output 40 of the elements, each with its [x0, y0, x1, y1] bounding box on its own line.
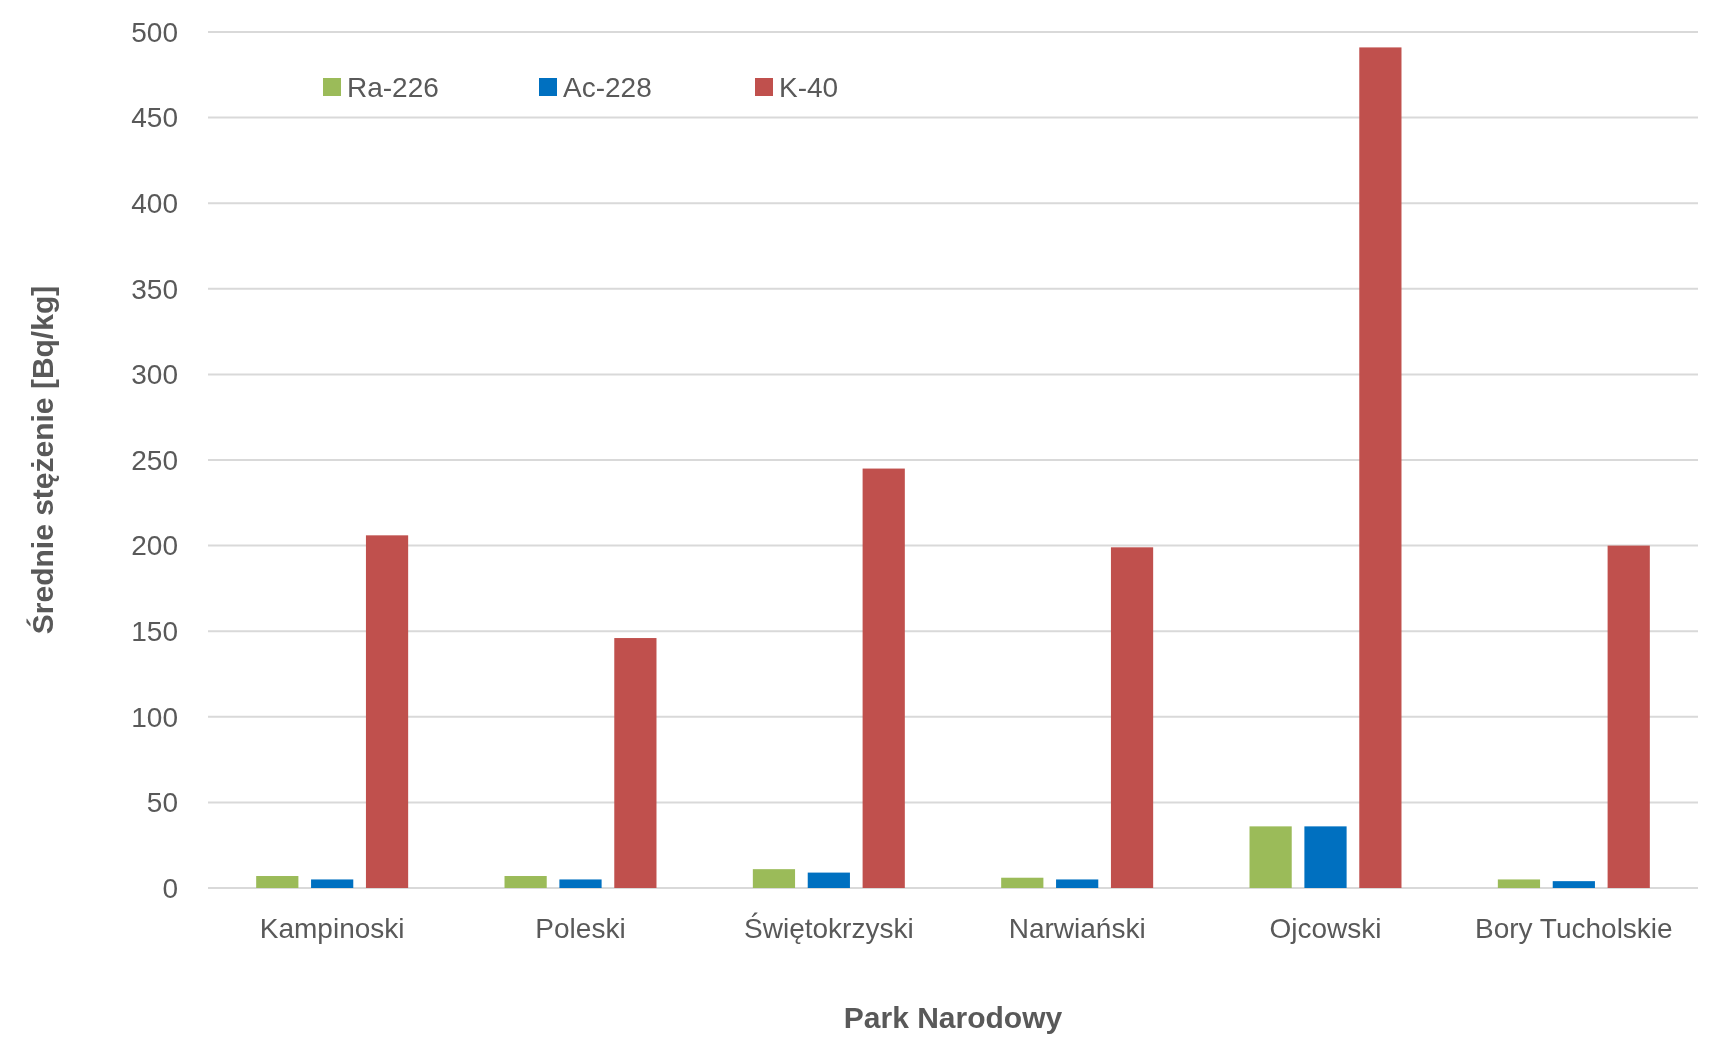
- bar: [1607, 545, 1650, 888]
- bar: [504, 876, 547, 888]
- bar: [1249, 826, 1292, 888]
- x-tick-label: Ojcowski: [1269, 913, 1382, 944]
- x-tick-label: Bory Tucholskie: [1475, 913, 1673, 944]
- y-tick-label: 400: [131, 188, 178, 219]
- y-tick-label: 100: [131, 701, 178, 733]
- y-tick-label: 500: [131, 16, 178, 48]
- bar: [1304, 826, 1347, 888]
- bar: [256, 876, 299, 888]
- y-tick-label: 0: [162, 872, 178, 904]
- x-tick-label: Narwiański: [1008, 913, 1146, 944]
- y-tick-label: 250: [131, 444, 178, 476]
- y-tick-label: 200: [131, 530, 178, 562]
- bar: [807, 872, 850, 888]
- bar: [1552, 881, 1595, 888]
- x-axis-title: Park Narodowy: [843, 1001, 1063, 1034]
- y-tick-label: 50: [146, 787, 178, 819]
- legend-label: Ac-228: [563, 71, 652, 103]
- y-axis-title: Średnie stężenie [Bq/kg]: [26, 285, 59, 635]
- y-tick-label: 450: [131, 102, 178, 134]
- legend-label: Ra-226: [347, 71, 439, 103]
- x-tick-label: Świętokrzyski: [744, 912, 914, 944]
- bar: [1497, 879, 1541, 888]
- bar: [1056, 879, 1099, 888]
- bar: [1359, 47, 1402, 888]
- bar: [365, 535, 409, 888]
- y-tick-label: 150: [131, 616, 178, 647]
- bar: [1001, 877, 1044, 888]
- bar: [862, 468, 905, 888]
- bar: [1110, 547, 1154, 888]
- y-tick-label: 350: [131, 273, 178, 305]
- bar: [311, 879, 354, 888]
- bar: [752, 869, 796, 888]
- y-tick-label: 300: [131, 359, 178, 391]
- legend-label: K-40: [779, 71, 839, 103]
- x-tick-label: Kampinoski: [259, 913, 405, 944]
- x-tick-label: Poleski: [535, 913, 626, 944]
- bar: [559, 879, 602, 888]
- bar: [614, 638, 657, 888]
